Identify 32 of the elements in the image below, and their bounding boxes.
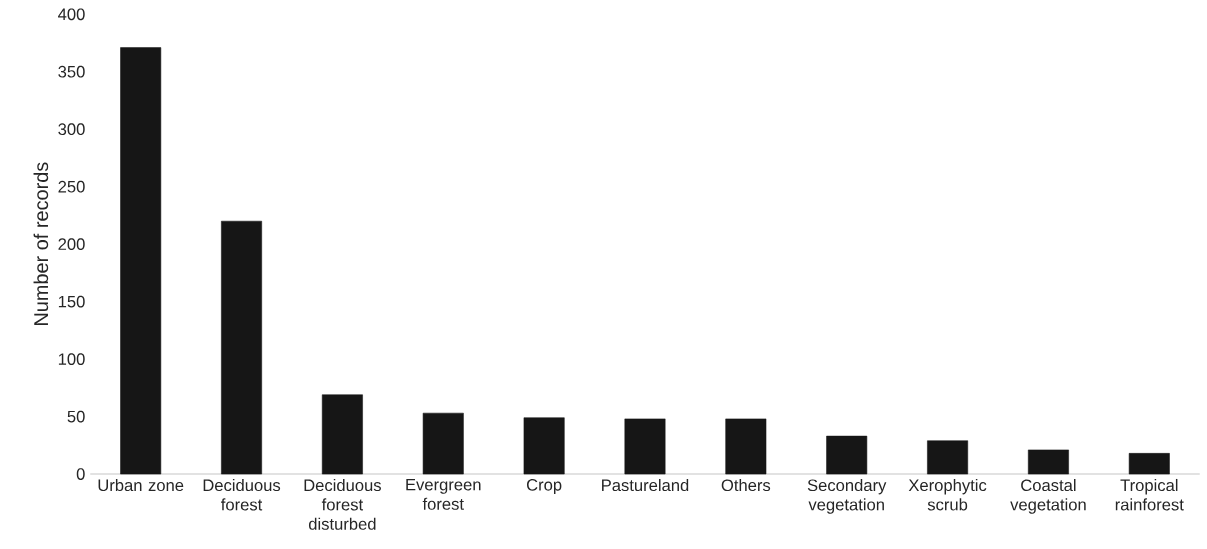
x-tick-label: Deciduous forest disturbed <box>304 478 381 530</box>
x-tick-label: Urban zone <box>98 478 184 491</box>
x-tick-label: Crop <box>526 478 562 494</box>
x-tick-label: Tropical rainforest <box>1115 478 1184 511</box>
x-tick-label: Xerophytic scrub <box>908 478 987 511</box>
x-tick-label: Pastureland <box>602 478 689 491</box>
y-tick-label: 200 <box>58 238 85 250</box>
bar <box>523 417 565 475</box>
y-tick-label: 250 <box>58 180 85 193</box>
bar <box>725 418 767 475</box>
y-tick-label: 100 <box>58 353 85 365</box>
bar <box>624 418 666 475</box>
bar <box>927 440 969 475</box>
y-tick-label: 300 <box>58 123 85 135</box>
bar <box>422 412 464 475</box>
y-tick-label: 0 <box>76 468 85 480</box>
bar <box>321 394 363 475</box>
y-tick-label: 350 <box>58 65 85 78</box>
y-tick-label: 150 <box>58 295 85 308</box>
bar <box>120 47 162 475</box>
x-tick-label: Evergreen forest <box>406 478 481 510</box>
bar <box>826 435 868 475</box>
y-tick-label: 50 <box>67 410 85 423</box>
x-tick-label: Coastal vegetation <box>1010 478 1086 514</box>
x-tick-label: Deciduous forest <box>203 478 281 511</box>
y-tick-label: 400 <box>58 8 85 20</box>
y-axis-title: Number of records <box>33 162 49 325</box>
x-tick-label: Secondary vegetation <box>807 478 887 514</box>
bar <box>1128 452 1170 475</box>
x-tick-label: Others <box>721 478 771 491</box>
bar <box>221 220 262 475</box>
bar <box>1027 449 1069 475</box>
